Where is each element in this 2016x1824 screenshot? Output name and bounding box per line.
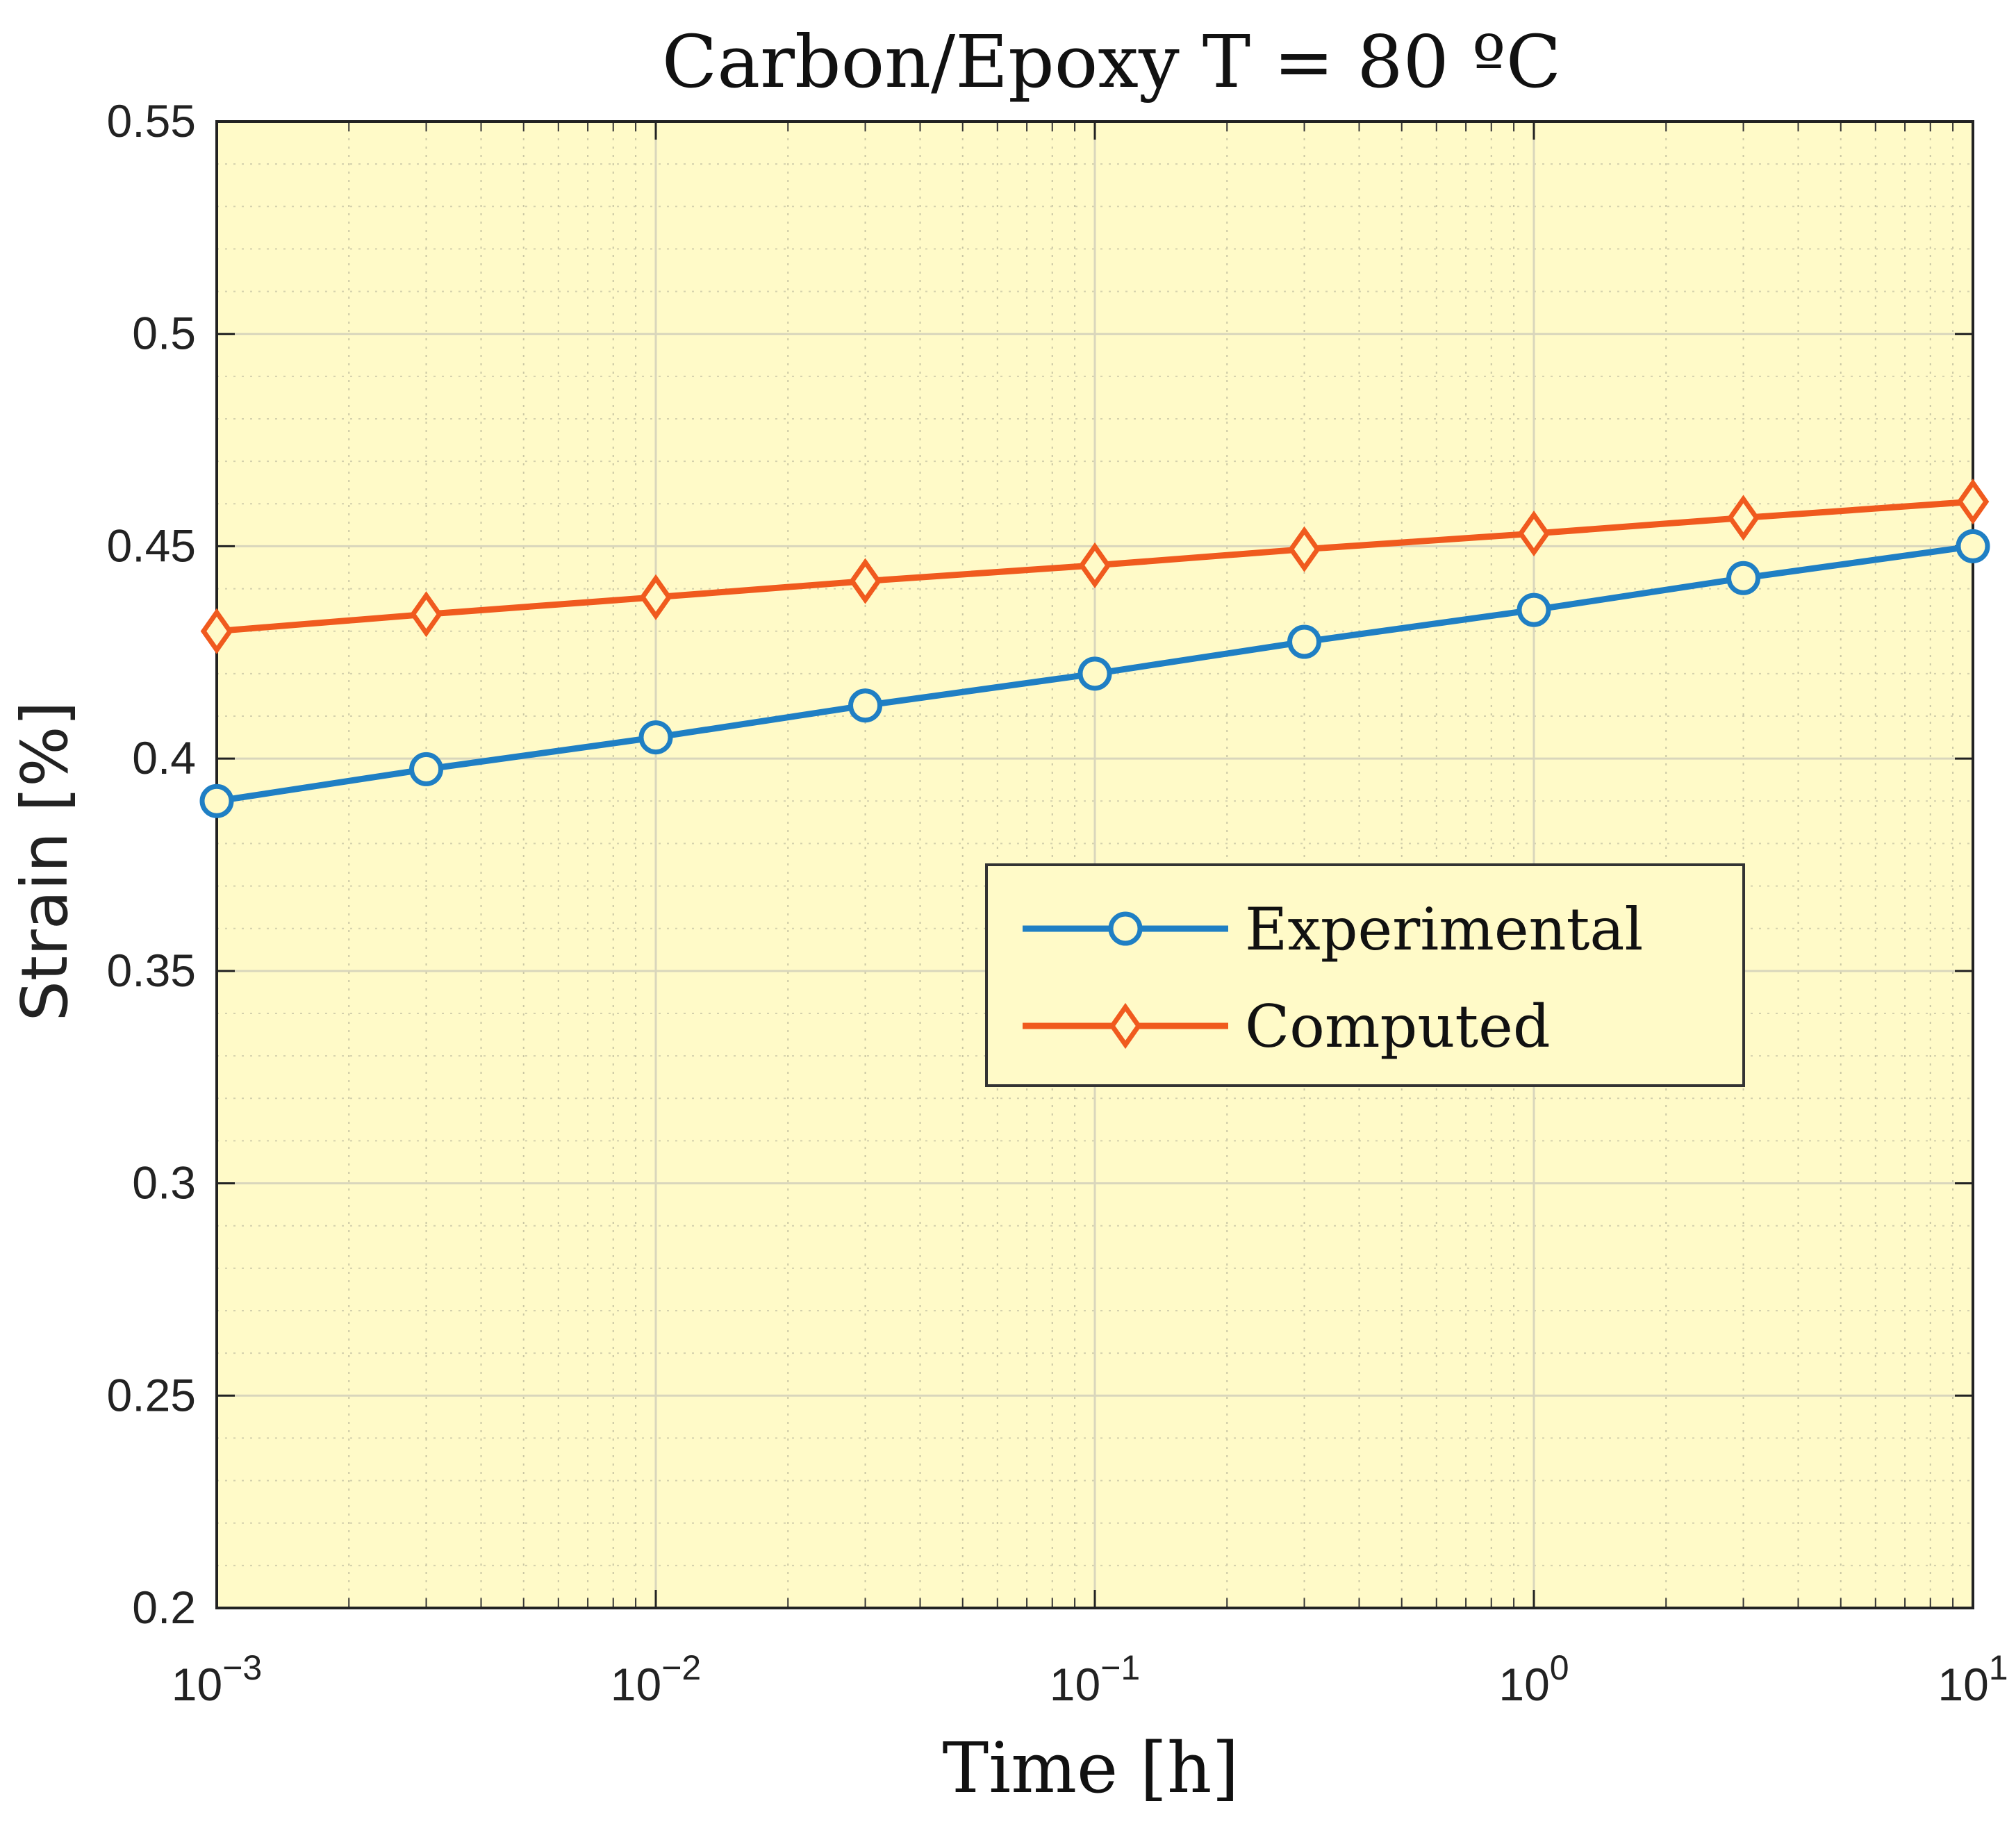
data-point bbox=[1517, 592, 1551, 627]
data-point bbox=[1288, 526, 1321, 572]
y-tick-label: 0.45 bbox=[107, 520, 196, 571]
legend-marker bbox=[1108, 911, 1143, 946]
series-computed bbox=[200, 479, 1990, 654]
x-tick-label: 10−1 bbox=[1050, 1648, 1140, 1710]
x-tick-label: 10−3 bbox=[172, 1648, 262, 1710]
data-point bbox=[1517, 511, 1551, 557]
data-point bbox=[849, 558, 882, 604]
x-tick-label: 101 bbox=[1937, 1648, 2008, 1710]
axes-frame bbox=[215, 120, 1974, 1609]
legend-item-experimental: Experimental bbox=[1023, 895, 1643, 963]
series-experimental bbox=[199, 529, 1990, 818]
data-point bbox=[199, 784, 234, 818]
x-tick-label: 100 bbox=[1498, 1648, 1569, 1710]
data-point bbox=[1727, 495, 1760, 541]
data-point bbox=[1287, 624, 1322, 659]
data-point bbox=[1956, 479, 1990, 525]
data-point bbox=[409, 752, 444, 786]
y-tick-label: 0.55 bbox=[107, 95, 196, 147]
data-point bbox=[638, 720, 673, 755]
y-axis-label: Strain [%] bbox=[8, 702, 82, 1022]
legend-label: Computed bbox=[1245, 993, 1551, 1061]
data-point bbox=[1726, 561, 1761, 595]
data-point bbox=[1078, 542, 1112, 589]
legend: Experimental Computed bbox=[985, 863, 1745, 1087]
y-tick-label: 0.25 bbox=[107, 1369, 196, 1420]
data-point bbox=[410, 591, 443, 638]
x-tick-label: 10−2 bbox=[611, 1648, 701, 1710]
y-tick-label: 0.2 bbox=[132, 1582, 196, 1633]
y-tick-label: 0.5 bbox=[132, 308, 196, 359]
y-tick-label: 0.3 bbox=[132, 1157, 196, 1209]
legend-item-computed: Computed bbox=[1023, 993, 1551, 1061]
data-point bbox=[848, 688, 883, 723]
x-axis-label: Time [h] bbox=[943, 1727, 1239, 1809]
data-point bbox=[1956, 529, 1990, 563]
y-tick-label: 0.35 bbox=[107, 945, 196, 996]
data-point bbox=[639, 574, 672, 620]
y-tick-label: 0.4 bbox=[132, 732, 196, 784]
legend-marker bbox=[1109, 1002, 1142, 1050]
legend-box bbox=[985, 863, 1745, 1087]
legend-label: Experimental bbox=[1245, 895, 1643, 963]
chart-title: Carbon/Epoxy T = 80 ºC bbox=[662, 19, 1562, 104]
data-point bbox=[1077, 656, 1112, 691]
data-point bbox=[200, 608, 233, 654]
